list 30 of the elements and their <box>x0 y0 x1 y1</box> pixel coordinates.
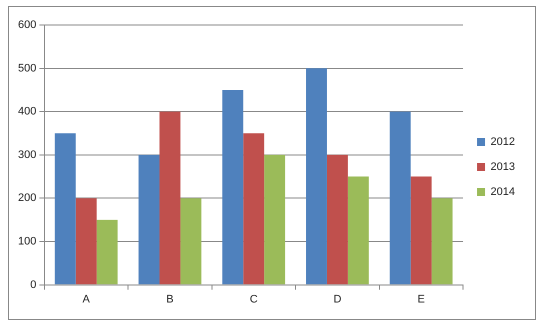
bar <box>264 154 286 284</box>
x-tick-label: D <box>333 293 342 306</box>
x-tick-label: A <box>82 293 91 306</box>
y-tick-label: 500 <box>18 62 36 74</box>
bar <box>180 198 202 284</box>
y-tick-label: 100 <box>18 236 36 248</box>
y-tick-label: 0 <box>30 278 36 291</box>
y-tick-label: 200 <box>18 192 36 204</box>
bar <box>76 198 97 284</box>
bar <box>390 112 411 284</box>
y-tick-label: 300 <box>18 148 36 161</box>
bar <box>222 90 244 284</box>
legend-label: 2012 <box>490 136 516 148</box>
bar <box>54 133 76 284</box>
bar <box>326 154 348 284</box>
bar <box>410 176 432 284</box>
bar <box>159 112 180 284</box>
x-tick-label: C <box>250 293 258 306</box>
x-tick-label: E <box>417 293 425 306</box>
legend-label: 2013 <box>490 161 516 174</box>
bar <box>306 68 327 284</box>
x-tick-label: B <box>166 293 174 306</box>
y-tick-label: 400 <box>18 106 36 118</box>
y-tick-label: 600 <box>18 19 36 32</box>
bar <box>348 176 369 284</box>
bar <box>243 133 264 284</box>
legend-label: 2014 <box>490 186 516 198</box>
bar <box>96 220 118 284</box>
bar <box>138 154 160 284</box>
bar <box>432 198 453 284</box>
